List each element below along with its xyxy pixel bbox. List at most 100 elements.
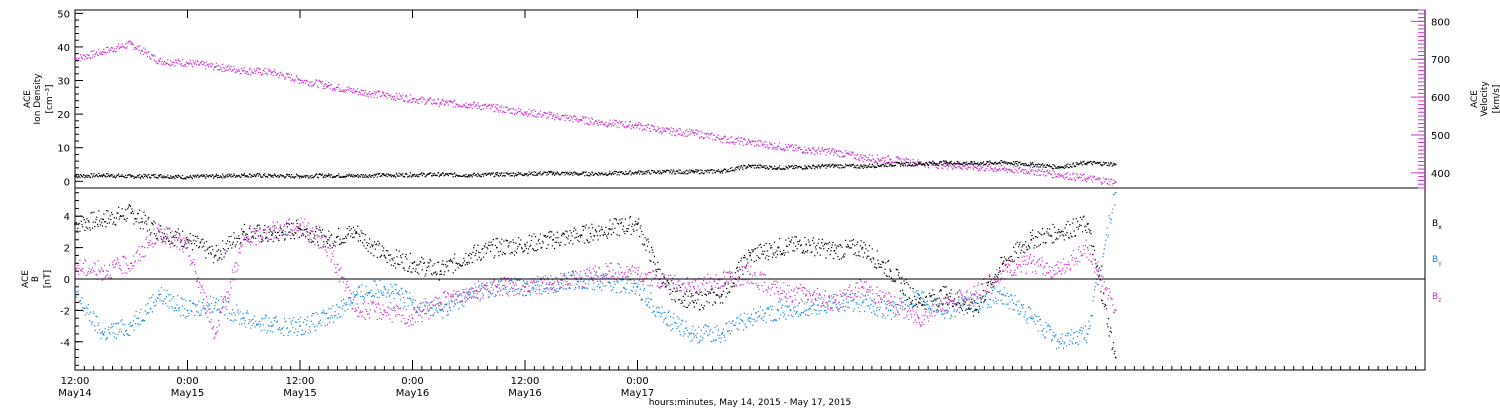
top-velocity-dot — [612, 125, 615, 127]
bottom-b-dot — [830, 246, 833, 249]
top-velocity-dot — [945, 161, 947, 163]
top-velocity-dot — [1077, 177, 1079, 179]
top-velocity-dot — [605, 125, 608, 127]
bottom-b-dot — [639, 235, 641, 238]
top-velocity-dot — [121, 43, 123, 45]
top-velocity-dot — [269, 69, 271, 71]
top-density-dot — [809, 166, 812, 168]
top-density-dot — [826, 164, 828, 166]
top-density-dot — [947, 162, 949, 164]
top-density-dot — [848, 165, 850, 167]
bottom-b-dot — [80, 303, 82, 305]
top-density-point — [664, 171, 667, 173]
top-density-dot — [553, 174, 556, 176]
top-velocity-dot — [755, 145, 757, 147]
bottom-b-point — [636, 286, 639, 288]
bottom-b-dot — [204, 308, 206, 310]
bottom-b-dot — [585, 224, 587, 226]
top-velocity-point — [383, 94, 386, 97]
top-velocity-dot — [1101, 182, 1103, 184]
top-velocity-dot — [729, 136, 731, 139]
top-density-dot — [569, 171, 571, 173]
bottom-b-dot — [824, 242, 826, 244]
top-density-dot — [592, 174, 594, 176]
top-density-dot — [228, 173, 230, 175]
bottom-b-dot — [482, 256, 485, 258]
bottom-b-dot — [373, 295, 376, 297]
bottom-b-dot — [121, 319, 123, 321]
top-velocity-dot — [843, 156, 845, 158]
top-density-dot — [840, 164, 842, 166]
top-velocity-dot — [996, 169, 999, 172]
bottom-b-dot — [951, 305, 954, 307]
top-density-dot — [155, 176, 157, 178]
top-density-dot — [371, 175, 374, 177]
top-velocity-dot — [820, 150, 822, 152]
bottom-b-dot — [122, 215, 125, 217]
bottom-b-dot — [100, 337, 102, 339]
top-velocity-dot — [819, 153, 821, 155]
top-density-point — [327, 174, 329, 177]
top-velocity-dot — [567, 118, 569, 120]
top-density-dot — [347, 175, 349, 177]
top-density-point — [130, 175, 133, 178]
bottom-b-dot — [129, 204, 131, 206]
bottom-b-dot — [968, 307, 970, 309]
bottom-b-dot — [88, 313, 90, 315]
top-velocity-dot — [750, 141, 752, 143]
bottom-b-point — [299, 325, 301, 327]
top-velocity-dot — [383, 91, 385, 93]
top-density-dot — [360, 174, 362, 176]
top-density-dot — [956, 163, 958, 165]
top-velocity-dot — [205, 61, 208, 63]
top-density-dot — [283, 177, 286, 179]
top-velocity-dot — [510, 107, 512, 110]
top-density-dot — [789, 165, 791, 168]
top-density-dot — [944, 162, 947, 164]
bottom-b-dot — [332, 242, 334, 244]
bottom-b-dot — [968, 307, 970, 309]
top-velocity-dot — [698, 130, 700, 133]
top-velocity-dot — [565, 117, 568, 119]
top-density-dot — [143, 173, 145, 175]
bottom-b-dot — [264, 237, 267, 240]
top-density-dot — [932, 163, 935, 165]
top-velocity-dot — [349, 88, 351, 90]
top-density-dot — [892, 165, 894, 167]
top-velocity-dot — [592, 123, 594, 126]
top-velocity-dot — [894, 161, 897, 163]
bottom-b-dot — [712, 304, 714, 306]
top-velocity-dot — [539, 114, 541, 116]
top-density-dot — [840, 167, 843, 169]
top-velocity-dot — [530, 113, 532, 115]
top-velocity-dot — [291, 78, 293, 80]
top-velocity-dot — [838, 156, 840, 158]
top-velocity-dot — [1056, 173, 1058, 176]
bottom-b-dot — [474, 254, 476, 257]
top-velocity-dot — [244, 73, 246, 75]
top-density-dot — [266, 175, 268, 178]
top-velocity-dot — [460, 106, 462, 108]
top-velocity-dot — [776, 148, 779, 150]
top-density-dot — [611, 172, 613, 175]
bottom-b-dot — [156, 297, 158, 299]
top-velocity-dot — [500, 107, 502, 109]
bottom-b-dot — [217, 249, 220, 251]
bottom-b-dot — [755, 259, 757, 262]
bottom-b-dot — [513, 241, 515, 244]
top-velocity-dot — [373, 91, 376, 93]
bottom-b-dot — [904, 283, 906, 285]
top-velocity-dot — [987, 165, 989, 168]
top-velocity-dot — [567, 117, 570, 119]
bottom-b-dot — [369, 238, 371, 240]
top-velocity-dot — [117, 43, 120, 45]
top-density-dot — [714, 172, 717, 174]
bottom-b-dot — [710, 292, 712, 294]
bottom-b-dot — [932, 300, 935, 302]
top-velocity-dot — [537, 112, 539, 115]
top-velocity-dot — [425, 103, 427, 105]
top-density-point — [580, 173, 583, 175]
top-density-dot — [629, 170, 631, 172]
top-velocity-dot — [442, 98, 444, 100]
